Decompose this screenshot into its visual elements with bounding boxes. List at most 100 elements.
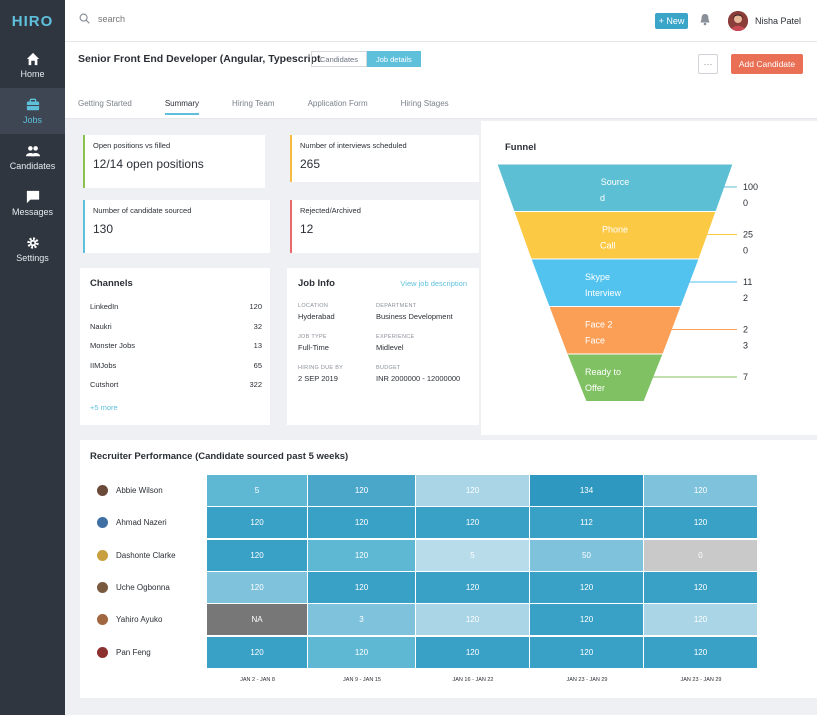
heatmap-cell[interactable]: 120 [207, 539, 307, 571]
segment-job-details[interactable]: Job details [366, 51, 421, 67]
tab-hiring-team[interactable]: Hiring Team [232, 99, 275, 108]
hiring-due-label: HIRING DUE BY [298, 365, 344, 371]
recruiter-name: Uche Ogbonna [116, 582, 170, 592]
experience-label: EXPERIENCE [376, 334, 415, 340]
hiring-due-value: 2 SEP 2019 [298, 374, 338, 383]
heatmap-cell[interactable]: 120 [530, 604, 643, 636]
tab-application-form[interactable]: Application Form [307, 99, 368, 108]
nav-settings-label: Settings [16, 252, 49, 263]
stat-value: 12/14 open positions [93, 157, 204, 171]
nav-messages[interactable]: Messages [0, 180, 65, 226]
view-job-description-link[interactable]: View job description [400, 279, 467, 288]
stat-value: 12 [300, 222, 314, 236]
channel-name: IIMJobs [90, 360, 117, 370]
heatmap-cell[interactable]: 120 [644, 571, 757, 603]
heatmap-cell[interactable]: 120 [416, 636, 529, 668]
experience-value: Midlevel [376, 343, 404, 352]
funnel-stage[interactable] [496, 163, 734, 212]
heatmap-cell[interactable]: 120 [207, 636, 307, 668]
heatmap-cell[interactable]: 120 [308, 636, 415, 668]
funnel-stage[interactable] [548, 306, 682, 355]
heatmap-cell[interactable]: 120 [308, 571, 415, 603]
heatmap-cell[interactable]: 120 [308, 539, 415, 571]
stat-label: Rejected/Archived [300, 206, 361, 215]
recruiter-row-label[interactable]: Abbie Wilson [97, 485, 163, 496]
heatmap-cell[interactable]: 120 [644, 636, 757, 668]
nav-settings[interactable]: Settings [0, 226, 65, 272]
heatmap-cell[interactable]: 112 [530, 507, 643, 539]
channel-name: Naukri [90, 321, 112, 331]
heatmap-cell[interactable]: 5 [207, 475, 307, 506]
recruiter-name: Dashonte Clarke [116, 550, 176, 560]
heatmap-cell[interactable]: 120 [308, 475, 415, 506]
funnel-stage-value: 0 [743, 198, 748, 208]
heatmap-cell[interactable]: 120 [530, 636, 643, 668]
tab-hiring-stages[interactable]: Hiring Stages [400, 99, 449, 108]
heatmap-cell[interactable]: 120 [416, 507, 529, 539]
heatmap-cell[interactable]: 120 [416, 571, 529, 603]
budget-label: BUDGET [376, 365, 401, 371]
avatar [97, 517, 108, 529]
job-type-value: Full-Time [298, 343, 329, 352]
funnel-stage[interactable] [566, 353, 664, 402]
new-button[interactable]: + New [655, 13, 688, 29]
user-avatar[interactable] [728, 11, 748, 31]
heatmap-cell[interactable]: 120 [530, 571, 643, 603]
nav-candidates[interactable]: Candidates [0, 134, 65, 180]
heatmap-cell[interactable]: 5 [416, 539, 529, 571]
heatmap-cell[interactable]: NA [207, 604, 307, 636]
heatmap-cell[interactable]: 120 [207, 507, 307, 539]
funnel-stage-label: Interview [585, 288, 622, 298]
funnel-stage[interactable] [513, 211, 717, 260]
recruiter-row-label[interactable]: Ahmad Nazeri [97, 517, 167, 529]
recruiter-row-label[interactable]: Dashonte Clarke [97, 549, 176, 561]
heatmap-cell[interactable]: 120 [644, 507, 757, 539]
tab-getting-started[interactable]: Getting Started [78, 99, 132, 108]
funnel-stage-value: 100 [743, 182, 758, 192]
job-title: Senior Front End Developer (Angular, Typ… [78, 53, 321, 65]
funnel-stage[interactable] [530, 258, 700, 307]
funnel-stage-value: 11 [743, 277, 752, 287]
channel-row: Naukri 32 [90, 317, 262, 337]
funnel-stage-value: 7 [743, 372, 748, 382]
location-value: Hyderabad [298, 312, 335, 321]
stat-label: Number of candidate sourced [93, 206, 192, 215]
stat-interviews: Number of interviews scheduled 265 [290, 135, 479, 182]
channels-more-link[interactable]: +5 more [90, 402, 118, 412]
stat-rejected: Rejected/Archived 12 [290, 200, 479, 253]
heatmap-cell[interactable]: 120 [416, 475, 529, 506]
channels-card: Channels LinkedIn 120 Naukri 32 Monster Jobs… [80, 268, 270, 425]
heatmap-cell[interactable]: 120 [207, 571, 307, 603]
heatmap-cell[interactable]: 120 [416, 604, 529, 636]
heatmap-cell[interactable]: 120 [644, 604, 757, 636]
heatmap-cell[interactable]: 134 [530, 475, 643, 506]
job-type-label: JOB TYPE [298, 334, 327, 340]
search-box[interactable] [79, 13, 258, 24]
segment-candidates[interactable]: Candidates [311, 51, 367, 67]
nav-jobs[interactable]: Jobs [0, 88, 65, 134]
channel-name: LinkedIn [90, 302, 119, 312]
more-options-button[interactable]: ··· [698, 54, 718, 74]
topbar: + New Nisha Patel [65, 0, 817, 42]
recruiter-row-label[interactable]: Pan Feng [97, 646, 151, 658]
funnel-stage-label: Skype [585, 272, 610, 282]
heatmap-cell[interactable]: 120 [644, 475, 757, 506]
tab-summary[interactable]: Summary [164, 99, 200, 115]
user-name[interactable]: Nisha Patel [755, 16, 802, 26]
gear-icon [26, 236, 39, 249]
recruiter-row-label[interactable]: Yahiro Ayuko [97, 614, 162, 626]
bell-icon[interactable] [699, 13, 711, 26]
nav-home[interactable]: Home [0, 42, 65, 88]
search-input[interactable] [98, 13, 258, 24]
brand-logo[interactable]: HIRO [11, 12, 54, 30]
recruiter-name: Ahmad Nazeri [116, 518, 167, 528]
heatmap-cell[interactable]: 120 [308, 507, 415, 539]
add-candidate-button[interactable]: Add Candidate [731, 54, 803, 74]
nav-messages-label: Messages [11, 206, 54, 217]
recruiter-row-label[interactable]: Uche Ogbonna [97, 581, 170, 593]
heatmap-cell[interactable]: 50 [530, 539, 643, 571]
channel-count: 322 [249, 380, 262, 390]
funnel-stage-label: Call [600, 241, 616, 251]
heatmap-cell[interactable]: 3 [308, 604, 415, 636]
heatmap-cell[interactable]: 0 [644, 539, 757, 571]
